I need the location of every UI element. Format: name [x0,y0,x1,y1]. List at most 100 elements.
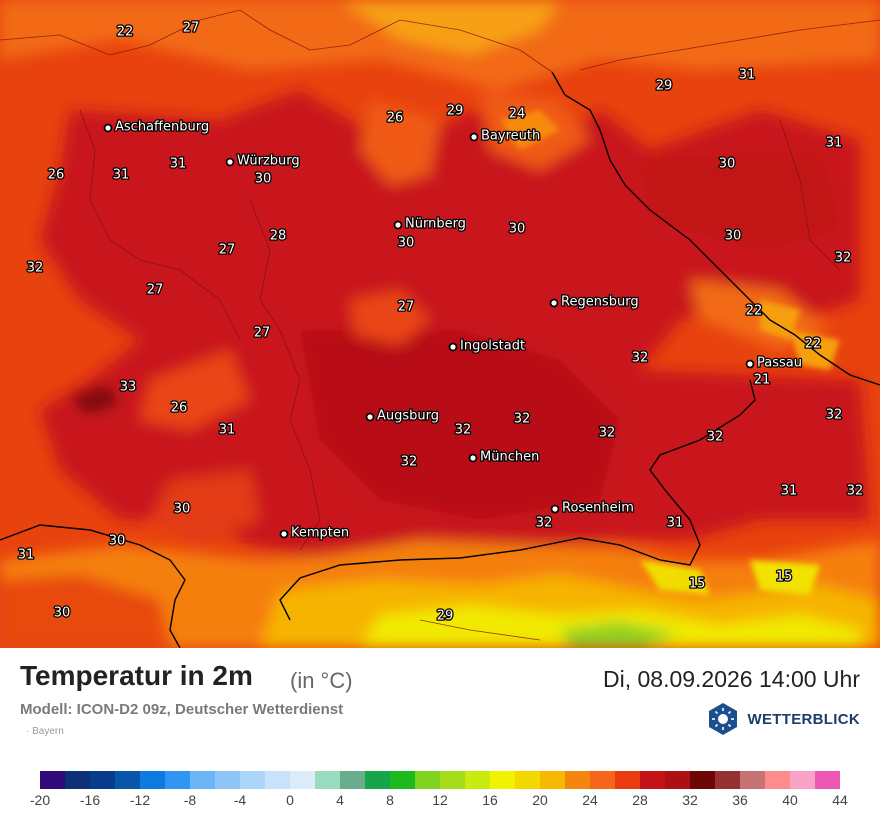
city-label: Rosenheim [562,501,634,516]
city-marker: Ingolstadt [448,337,526,355]
legend-tick-label: -20 [29,792,51,808]
sun-umbrella-logo-icon [708,703,737,735]
city-markers: Aschaffenburg Würzburg Bayreuth Nürnberg Reg… [103,118,803,542]
temperature-value: 32 [455,423,472,438]
city-dot-icon [225,157,235,167]
temperature-value: 15 [776,570,793,585]
temperature-value: 32 [826,408,843,423]
legend-swatch [115,771,140,789]
temperature-value: 32 [536,516,553,531]
temperature-value: 22 [805,337,822,352]
temperature-value: 27 [147,283,164,298]
city-label: Augsburg [377,409,439,424]
temperature-value: 21 [754,373,771,388]
temperature-value: 22 [746,304,763,319]
temperature-value: 32 [514,412,531,427]
legend-swatch [315,771,340,789]
temperature-value: 29 [447,104,464,119]
city-label: Nürnberg [405,217,466,232]
temperature-value: 33 [120,380,137,395]
temperature-value: 32 [632,351,649,366]
legend-swatch [815,771,840,789]
temperature-value: 26 [171,401,188,416]
legend-tick-label: 20 [532,792,548,808]
temperature-value: 30 [174,502,191,517]
legend-tick-label: -12 [129,792,151,808]
legend-swatch [65,771,90,789]
temperature-value: 28 [270,229,287,244]
city-dot-icon [550,504,560,514]
legend-tick-label: 28 [632,792,648,808]
legend-swatch [240,771,265,789]
temperature-value: 31 [781,484,798,499]
legend-tick-label: 8 [386,792,394,808]
legend-swatch [390,771,415,789]
temperature-value: 31 [113,168,130,183]
legend-swatch [740,771,765,789]
temperature-value: 31 [826,136,843,151]
legend-ticks: -20 -16 -12 -8 -4 0 4 8 12 16 20 24 28 32 36 40 44 [30,792,848,808]
legend-swatch [140,771,165,789]
unit-label: (in °C) [290,668,353,693]
legend-swatch [215,771,240,789]
legend-swatch [790,771,815,789]
brand-name: WETTERBLICK [747,710,860,728]
temperature-value: 32 [27,261,44,276]
temperature-value: 30 [509,222,526,237]
city-marker: Regensburg [549,293,640,311]
city-marker: Augsburg [365,407,440,425]
legend-tick-label: -16 [79,792,101,808]
legend-swatch [515,771,540,789]
temperature-value: 31 [739,68,756,83]
city-label: Kempten [291,526,349,541]
legend-swatch [490,771,515,789]
datetime-label: Di, 08.09.2026 14:00 Uhr [602,666,860,692]
legend-swatch [265,771,290,789]
legend-swatch [440,771,465,789]
temperature-map: 22 27 31 29 29 24 26 31 31 30 26 31 30 30 28 30 27 30 32 32… [0,0,880,648]
model-label: Modell: ICON-D2 09z, Deutscher Wetterdie… [20,701,344,718]
temperature-value: 30 [109,534,126,549]
temperature-value: 27 [219,243,236,258]
legend-swatch [690,771,715,789]
city-marker: Rosenheim [550,499,635,517]
city-marker: Nürnberg [393,215,467,233]
legend-swatch [765,771,790,789]
legend-swatch [540,771,565,789]
region-label: · Bayern [26,726,64,737]
country-border [0,71,880,648]
legend-swatch [715,771,740,789]
legend-swatch [90,771,115,789]
legend-swatch [640,771,665,789]
legend-swatch [565,771,590,789]
temperature-value: 30 [719,157,736,172]
city-label: München [480,450,539,465]
temperature-value: 22 [117,25,134,40]
temperature-value: 31 [18,548,35,563]
temperature-value: 26 [387,111,404,126]
legend-swatch [40,771,65,789]
chart-title: Temperatur in 2m [20,660,253,691]
footer-panel: Temperatur in 2m (in °C) Modell: ICON-D2… [0,648,880,830]
temperature-value: 27 [254,326,271,341]
city-label: Ingolstadt [460,339,525,354]
legend-swatch [590,771,615,789]
city-dot-icon [468,453,478,463]
temperature-values: 22 27 31 29 29 24 26 31 31 30 26 31 30 30 28 30 27 30 32 32… [16,19,864,625]
legend-swatch [165,771,190,789]
legend-swatch [290,771,315,789]
temperature-value: 32 [599,426,616,441]
temperature-value: 32 [707,430,724,445]
city-dot-icon [365,412,375,422]
legend-swatch [415,771,440,789]
legend-tick-label: 44 [832,792,848,808]
legend-tick-label: 32 [682,792,698,808]
city-label: Bayreuth [481,129,540,144]
legend-tick-label: -8 [183,792,197,808]
city-marker: Würzburg [225,152,301,170]
temperature-value: 29 [656,79,673,94]
legend-tick-label: 40 [782,792,798,808]
state-border [0,9,880,641]
temperature-value: 30 [398,236,415,251]
legend-tick-label: 36 [732,792,748,808]
